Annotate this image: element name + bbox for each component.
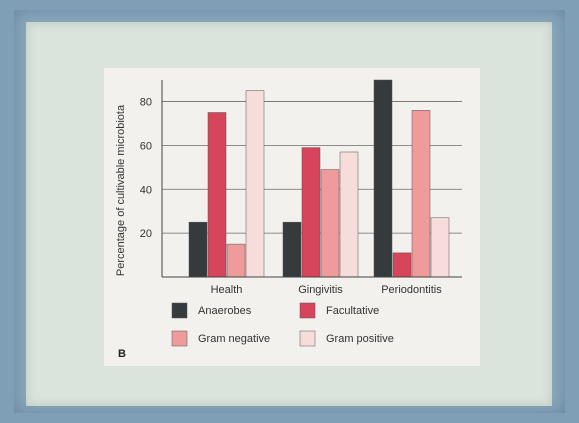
bar-gram-positive — [430, 217, 450, 278]
category-label: Gingivitis — [298, 284, 343, 296]
legend: Anaerobes Facultative Gram negative Gram po… — [171, 302, 394, 347]
category-label: Periodontitis — [381, 284, 442, 296]
y-tick-label: 20 — [140, 228, 152, 240]
bar-gram-negative — [411, 110, 431, 278]
y-tick-label: 80 — [140, 97, 152, 109]
bar-chart: 20 40 60 80 Health Gingivitis Periodontitis P… — [115, 79, 462, 360]
bar-anaerobes — [282, 221, 302, 278]
y-tick-label: 60 — [140, 140, 152, 152]
y-tick-label: 40 — [140, 184, 152, 196]
category-labels: Health Gingivitis Periodontitis — [211, 284, 443, 296]
bar-gram-positive — [245, 90, 265, 278]
bar-gram-negative — [320, 169, 340, 278]
bar-anaerobes — [373, 79, 393, 278]
legend-label: Anaerobes — [198, 305, 252, 317]
legend-label: Gram negative — [198, 333, 270, 345]
panel-letter: B — [118, 348, 126, 360]
bar-facultative — [207, 112, 227, 278]
legend-swatch — [171, 302, 188, 319]
bars — [188, 79, 450, 278]
legend-label: Facultative — [326, 305, 379, 317]
axes — [161, 80, 462, 278]
bar-facultative — [301, 147, 321, 278]
legend-label: Gram positive — [326, 333, 394, 345]
bar-gram-positive — [339, 151, 359, 278]
bar-anaerobes — [188, 221, 208, 278]
chart-card: 20 40 60 80 Health Gingivitis Periodontitis P… — [104, 68, 480, 366]
bar-gram-negative — [226, 243, 246, 278]
category-label: Health — [211, 284, 243, 296]
legend-swatch — [171, 330, 188, 347]
y-tick-labels: 20 40 60 80 — [140, 97, 152, 241]
legend-swatch — [299, 302, 316, 319]
y-axis-label: Percentage of cultivable microbiota — [115, 104, 127, 276]
bar-facultative — [392, 252, 412, 278]
legend-swatch — [299, 330, 316, 347]
